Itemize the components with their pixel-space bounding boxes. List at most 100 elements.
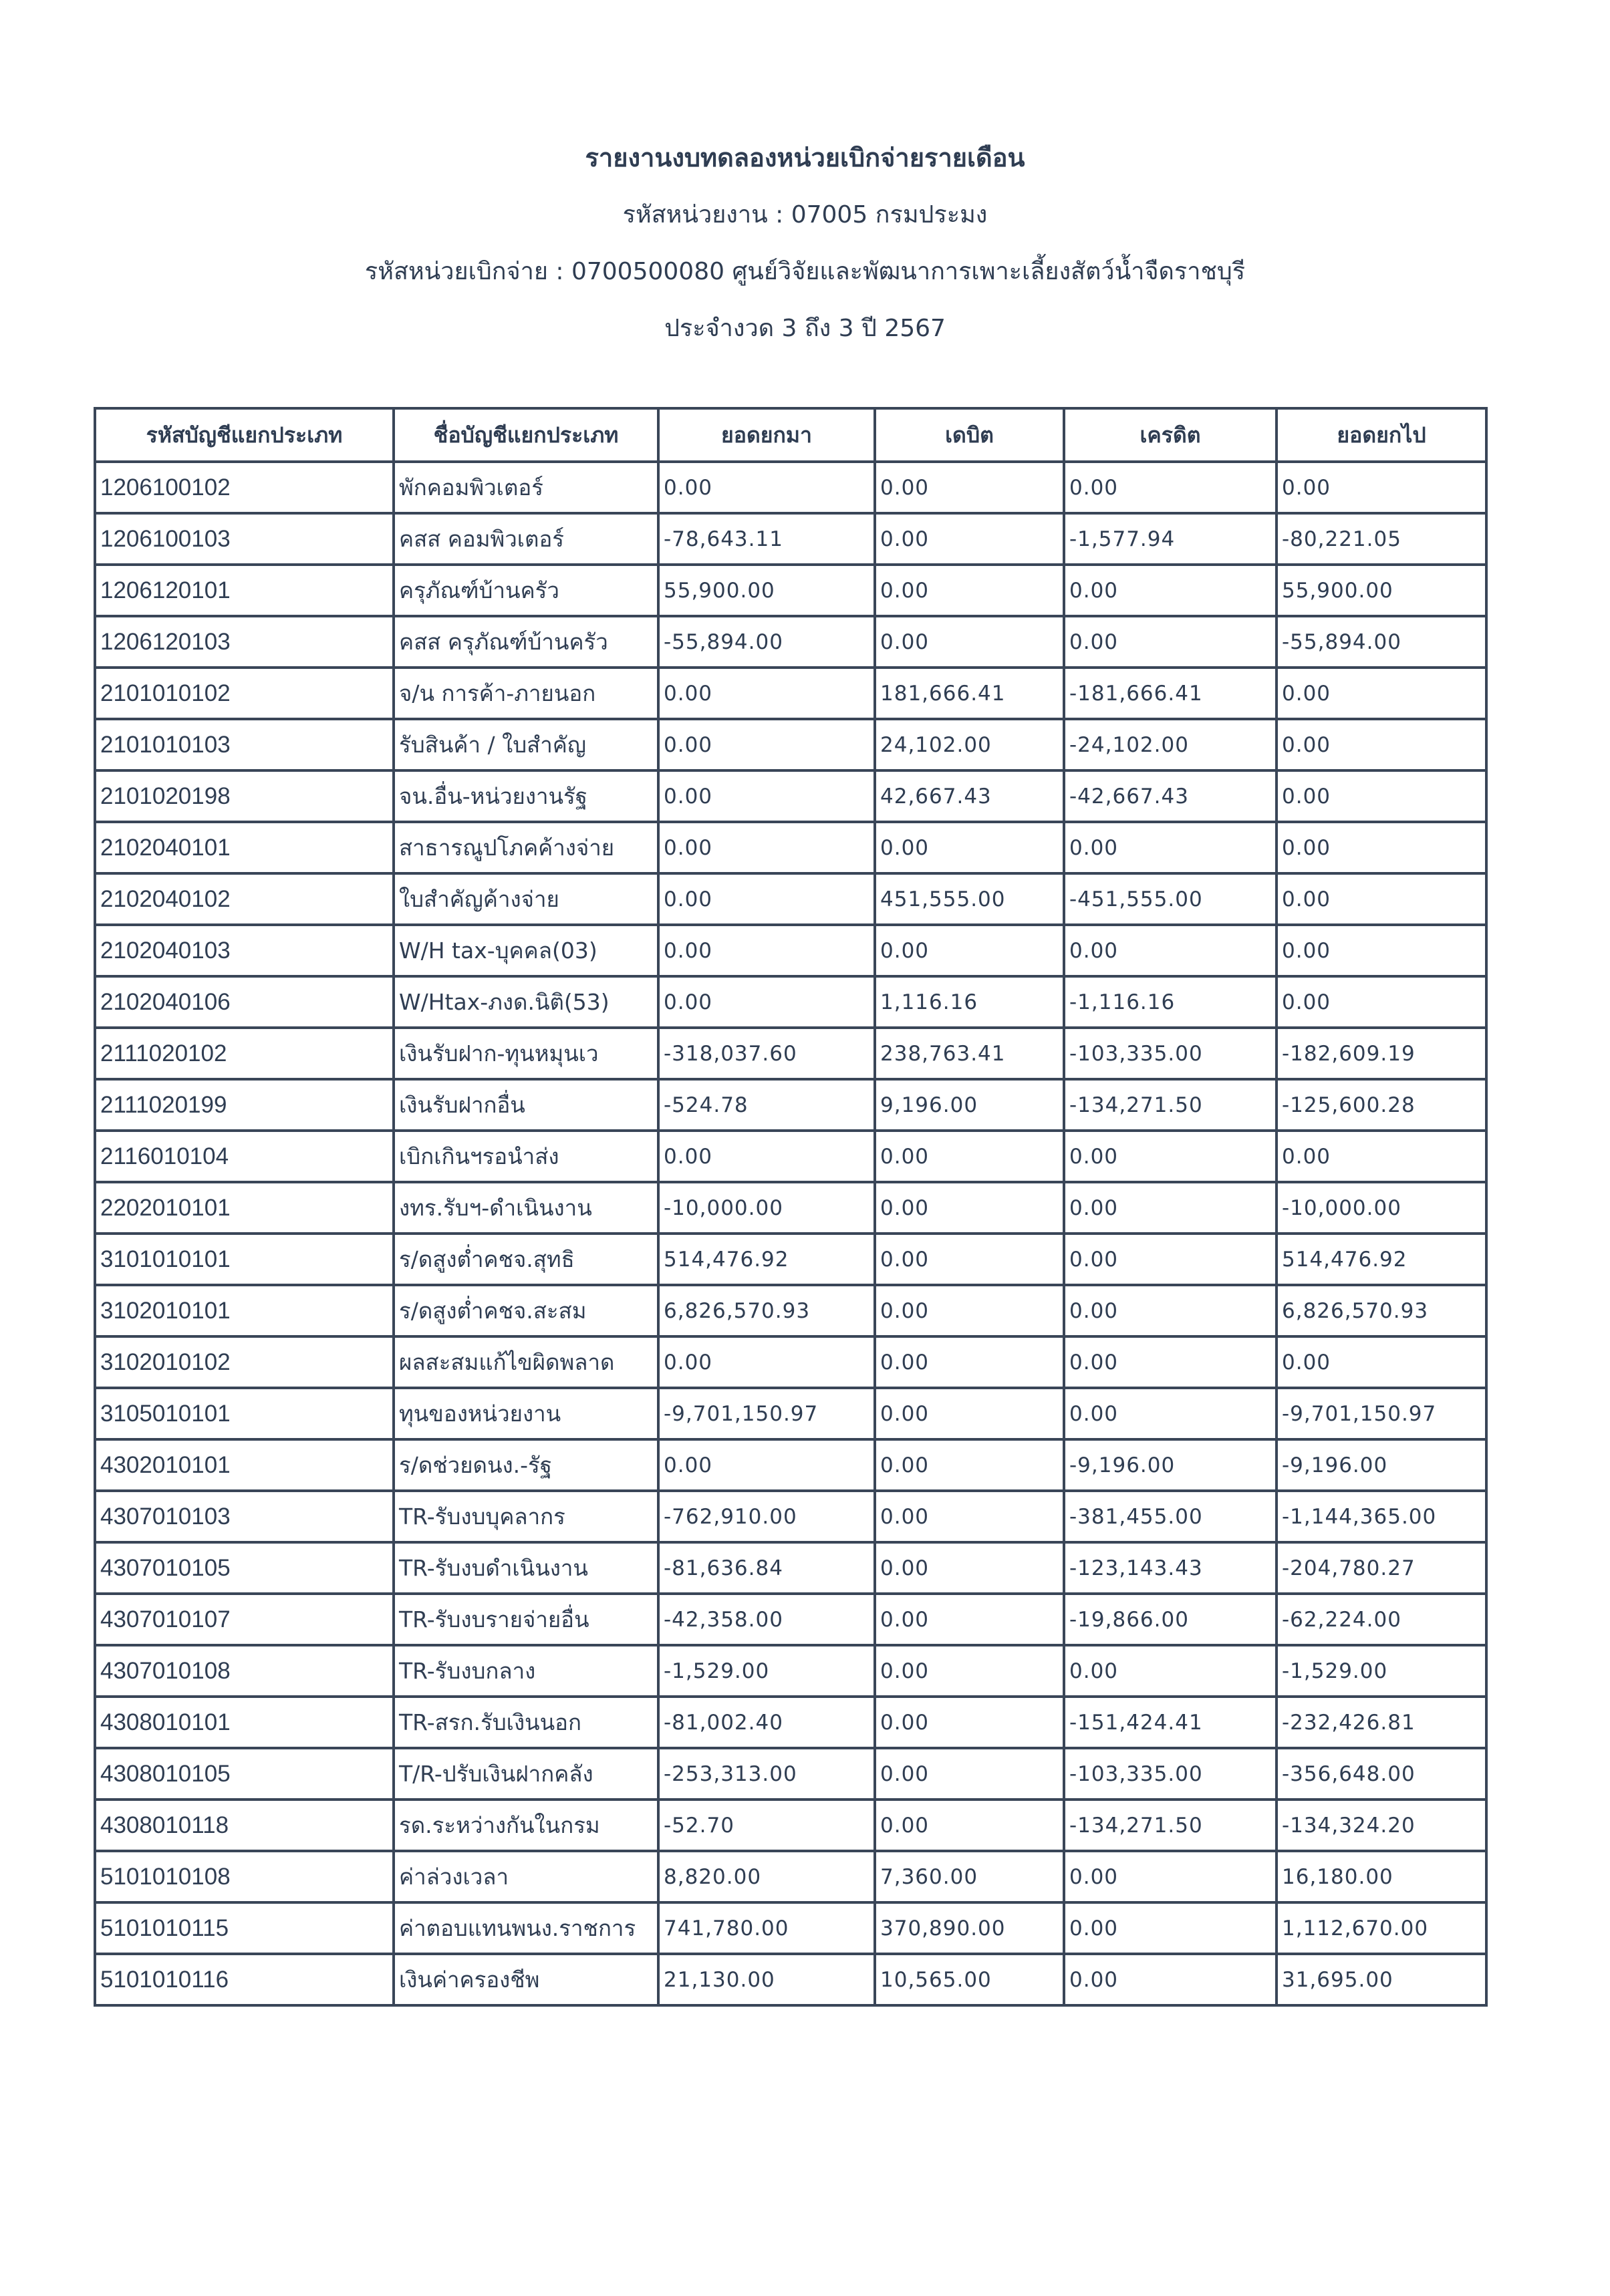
cell-account-name: ร/ดช่วยดนง.-รัฐ xyxy=(392,1438,660,1492)
cell-credit: 0.00 xyxy=(1063,821,1278,875)
cell-account-name: TR-รับงบบุคลากร xyxy=(392,1489,660,1544)
cell-closing-balance: 1,112,670.00 xyxy=(1275,1901,1488,1955)
table-row: 5101010108 ค่าล่วงเวลา 8,820.00 7,360.00 0.0… xyxy=(94,1850,1488,1904)
cell-account-code: 4307010105 xyxy=(94,1541,395,1595)
cell-account-code: 3105010101 xyxy=(94,1387,395,1441)
cell-closing-balance: 0.00 xyxy=(1275,975,1488,1029)
cell-opening-balance: 0.00 xyxy=(657,923,876,978)
cell-account-code: 2111020102 xyxy=(94,1026,395,1081)
cell-debit: 0.00 xyxy=(874,1644,1065,1698)
cell-opening-balance: 0.00 xyxy=(657,769,876,823)
cell-opening-balance: -1,529.00 xyxy=(657,1644,876,1698)
cell-closing-balance: -232,426.81 xyxy=(1275,1695,1488,1749)
table-row: 4308010101 TR-สรก.รับเงินนอก -81,002.40 0.0… xyxy=(94,1695,1488,1749)
cell-credit: -19,866.00 xyxy=(1063,1592,1278,1646)
table-row: 1206120101 ครุภัณฑ์บ้านครัว 55,900.00 0.00 0… xyxy=(94,563,1488,617)
cell-account-name: TR-รับงบดำเนินงาน xyxy=(392,1541,660,1595)
cell-account-code: 2202010101 xyxy=(94,1181,395,1235)
cell-credit: -181,666.41 xyxy=(1063,666,1278,720)
cell-closing-balance: -80,221.05 xyxy=(1275,512,1488,566)
cell-account-code: 1206100103 xyxy=(94,512,395,566)
cell-debit: 0.00 xyxy=(874,563,1065,617)
cell-account-name: W/Htax-ภงด.นิติ(53) xyxy=(392,975,660,1029)
cell-credit: -151,424.41 xyxy=(1063,1695,1278,1749)
table-row: 5101010115 ค่าตอบแทนพนง.ราชการ 741,780.00 3… xyxy=(94,1901,1488,1955)
cell-account-code: 2102040101 xyxy=(94,821,395,875)
period-line: ประจำงวด 3 ถึง 3 ปี 2567 xyxy=(664,315,946,342)
cell-opening-balance: 0.00 xyxy=(657,975,876,1029)
header-account-code: รหัสบัญชีแยกประเภท xyxy=(94,407,395,463)
cell-closing-balance: 6,826,570.93 xyxy=(1275,1284,1488,1338)
cell-credit: 0.00 xyxy=(1063,1284,1278,1338)
cell-account-name: สาธารณูปโภคค้างจ่าย xyxy=(392,821,660,875)
table-row: 2102040106 W/Htax-ภงด.นิติ(53) 0.00 1,116.1… xyxy=(94,975,1488,1029)
cell-opening-balance: -42,358.00 xyxy=(657,1592,876,1646)
cell-account-name: ค่าล่วงเวลา xyxy=(392,1850,660,1904)
table-row: 2101020198 จน.อื่น-หน่วยงานรัฐ 0.00 42,667.… xyxy=(94,769,1488,823)
table-row: 2101010102 จ/น การค้า-ภายนอก 0.00 181,666.4… xyxy=(94,666,1488,720)
cell-debit: 181,666.41 xyxy=(874,666,1065,720)
cell-closing-balance: 0.00 xyxy=(1275,923,1488,978)
cell-debit: 42,667.43 xyxy=(874,769,1065,823)
cell-opening-balance: -762,910.00 xyxy=(657,1489,876,1544)
header-opening-balance: ยอดยกมา xyxy=(657,407,876,463)
cell-account-name: รด.ระหว่างกันในกรม xyxy=(392,1798,660,1852)
cell-account-name: พักคอมพิวเตอร์ xyxy=(392,460,660,515)
cell-account-code: 2102040106 xyxy=(94,975,395,1029)
cell-account-name: จน.อื่น-หน่วยงานรัฐ xyxy=(392,769,660,823)
table-row: 4307010105 TR-รับงบดำเนินงาน -81,636.84 0.0… xyxy=(94,1541,1488,1595)
cell-account-code: 5101010108 xyxy=(94,1850,395,1904)
cell-debit: 0.00 xyxy=(874,1284,1065,1338)
cell-account-code: 5101010116 xyxy=(94,1953,395,2007)
cell-closing-balance: -1,529.00 xyxy=(1275,1644,1488,1698)
cell-debit: 0.00 xyxy=(874,821,1065,875)
cell-closing-balance: 0.00 xyxy=(1275,1129,1488,1183)
cell-credit: 0.00 xyxy=(1063,1181,1278,1235)
table-row: 2116010104 เบิกเกินฯรอนำส่ง 0.00 0.00 0.00 0.… xyxy=(94,1129,1488,1183)
table-row: 4302010101 ร/ดช่วยดนง.-รัฐ 0.00 0.00 -9,196.… xyxy=(94,1438,1488,1492)
cell-opening-balance: 55,900.00 xyxy=(657,563,876,617)
cell-account-code: 4307010108 xyxy=(94,1644,395,1698)
table-row: 4307010108 TR-รับงบกลาง -1,529.00 0.00 0.00-… xyxy=(94,1644,1488,1698)
cell-account-name: TR-สรก.รับเงินนอก xyxy=(392,1695,660,1749)
cell-account-code: 4308010118 xyxy=(94,1798,395,1852)
cell-credit: 0.00 xyxy=(1063,1387,1278,1441)
cell-opening-balance: 0.00 xyxy=(657,821,876,875)
cell-debit: 0.00 xyxy=(874,1232,1065,1286)
cell-credit: -42,667.43 xyxy=(1063,769,1278,823)
cell-opening-balance: 0.00 xyxy=(657,1335,876,1389)
trial-balance-table: รหัสบัญชีแยกประเภท ชื่อบัญชีแยกประเภท ยอ… xyxy=(94,407,1488,2007)
table-row: 2102040102 ใบสำคัญค้างจ่าย 0.00 451,555.00-… xyxy=(94,872,1488,926)
cell-account-name: รับสินค้า / ใบสำคัญ xyxy=(392,718,660,772)
cell-account-name: ร/ดสูงต่ำคชจ.สุทธิ xyxy=(392,1232,660,1286)
report-title: รายงานงบทดลองหน่วยเบิกจ่ายรายเดือน xyxy=(585,143,1025,172)
cell-debit: 0.00 xyxy=(874,1592,1065,1646)
cell-credit: -1,577.94 xyxy=(1063,512,1278,566)
cell-closing-balance: 31,695.00 xyxy=(1275,1953,1488,2007)
table-row: 3102010102 ผลสะสมแก้ไขผิดพลาด 0.00 0.00 0.00… xyxy=(94,1335,1488,1389)
cell-account-code: 2102040103 xyxy=(94,923,395,978)
cell-account-code: 2101020198 xyxy=(94,769,395,823)
table-row: 2102040101 สาธารณูปโภคค้างจ่าย 0.00 0.00 0.0… xyxy=(94,821,1488,875)
cell-credit: 0.00 xyxy=(1063,1644,1278,1698)
cell-debit: 24,102.00 xyxy=(874,718,1065,772)
cell-account-name: ผลสะสมแก้ไขผิดพลาด xyxy=(392,1335,660,1389)
cell-account-name: คสส ครุภัณฑ์บ้านครัว xyxy=(392,615,660,669)
cell-opening-balance: -55,894.00 xyxy=(657,615,876,669)
cell-account-code: 4307010107 xyxy=(94,1592,395,1646)
cell-credit: 0.00 xyxy=(1063,1850,1278,1904)
table-header-row: รหัสบัญชีแยกประเภท ชื่อบัญชีแยกประเภท ยอ… xyxy=(94,407,1488,463)
cell-closing-balance: 0.00 xyxy=(1275,769,1488,823)
cell-account-code: 4302010101 xyxy=(94,1438,395,1492)
cell-account-code: 3102010102 xyxy=(94,1335,395,1389)
cell-debit: 0.00 xyxy=(874,1798,1065,1852)
cell-debit: 1,116.16 xyxy=(874,975,1065,1029)
cell-opening-balance: -10,000.00 xyxy=(657,1181,876,1235)
table-row: 4307010107 TR-รับงบรายจ่ายอื่น -42,358.00 0… xyxy=(94,1592,1488,1646)
cell-account-name: จ/น การค้า-ภายนอก xyxy=(392,666,660,720)
cell-opening-balance: 0.00 xyxy=(657,666,876,720)
table-row: 4307010103 TR-รับงบบุคลากร -762,910.00 0.00… xyxy=(94,1489,1488,1544)
table-row: 3102010101 ร/ดสูงต่ำคชจ.สะสม 6,826,570.93 0… xyxy=(94,1284,1488,1338)
cell-account-name: ใบสำคัญค้างจ่าย xyxy=(392,872,660,926)
cell-account-name: คสส คอมพิวเตอร์ xyxy=(392,512,660,566)
